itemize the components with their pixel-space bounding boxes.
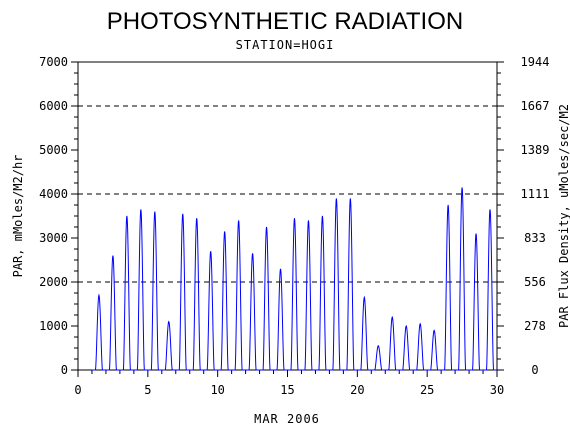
y-tick-label: 7000 [39, 55, 68, 69]
x-tick-label: 20 [350, 383, 364, 397]
y-tick-label: 0 [61, 363, 68, 377]
y2-tick-label: 1111 [521, 187, 550, 201]
y-tick-label: 4000 [39, 187, 68, 201]
y2-tick-label: 833 [524, 231, 546, 245]
y-tick-label: 3000 [39, 231, 68, 245]
x-tick-label: 30 [490, 383, 504, 397]
x-axis-label: MAR 2006 [254, 412, 320, 426]
x-tick-label: 25 [420, 383, 434, 397]
x-tick-label: 15 [280, 383, 294, 397]
y-tick-label: 5000 [39, 143, 68, 157]
x-axis: 0 5 10 15 20 25 30 [74, 370, 504, 397]
y2-tick-label: 278 [524, 319, 546, 333]
y-tick-label: 6000 [39, 99, 68, 113]
y2-axis-label: PAR Flux Density, uMoles/sec/M2 [557, 104, 570, 328]
chart-title: PHOTOSYNTHETIC RADIATION [107, 8, 463, 35]
chart-subtitle: STATION=HOGI [236, 38, 335, 52]
series-line [91, 187, 497, 371]
reference-lines [78, 105, 497, 283]
series-group [91, 187, 497, 371]
y2-tick-label: 1944 [521, 55, 550, 69]
y2-tick-label: 1389 [521, 143, 550, 157]
y-axis-right: 0 278 556 833 1111 1389 1667 1944 [497, 55, 549, 377]
y2-tick-label: 0 [531, 363, 538, 377]
x-tick-label: 0 [74, 383, 81, 397]
y-tick-label: 1000 [39, 319, 68, 333]
y2-tick-label: 556 [524, 275, 546, 289]
y-tick-label: 2000 [39, 275, 68, 289]
x-tick-label: 5 [144, 383, 151, 397]
y2-tick-label: 1667 [521, 99, 550, 113]
x-tick-label: 10 [210, 383, 224, 397]
y-axis-label: PAR, mMoles/M2/hr [11, 155, 25, 278]
y-axis-left: 0 1000 2000 3000 4000 5000 6000 7000 [39, 55, 78, 377]
